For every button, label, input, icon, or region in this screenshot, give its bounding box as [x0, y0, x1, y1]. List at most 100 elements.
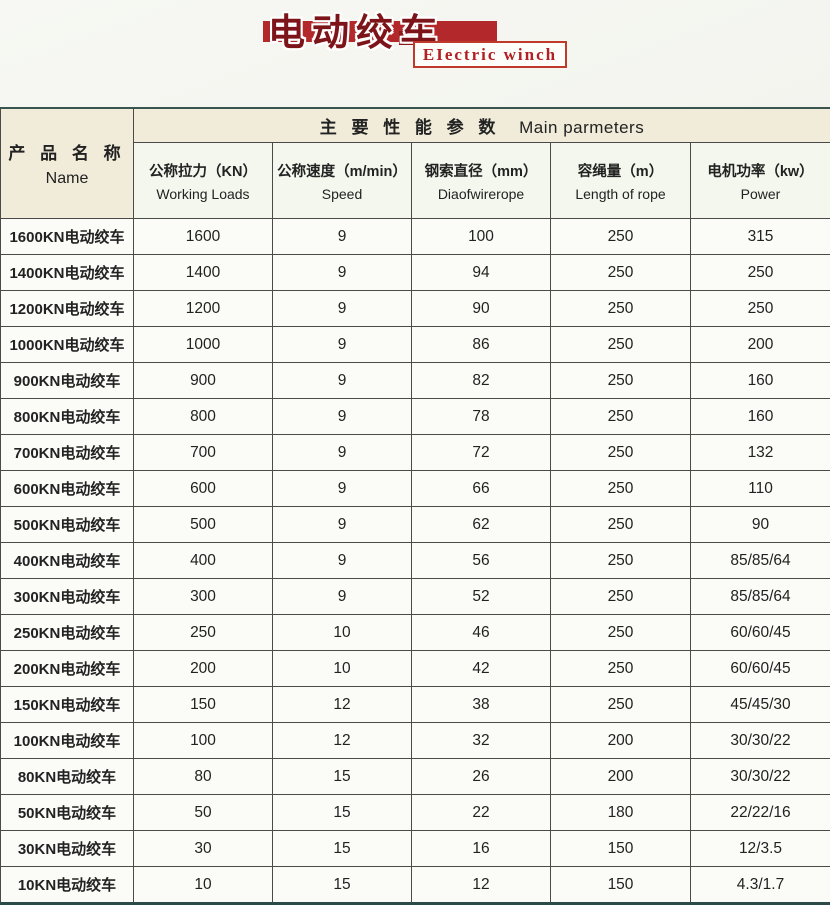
value-cell: 42 [412, 651, 551, 687]
column-header-rope-length-en: Length of rope [551, 186, 690, 202]
value-cell: 16 [412, 831, 551, 867]
column-header-name: 产 品 名 称 Name [1, 108, 134, 219]
value-cell: 10 [273, 651, 412, 687]
value-cell: 200 [134, 651, 273, 687]
value-cell: 12 [412, 867, 551, 904]
value-cell: 26 [412, 759, 551, 795]
value-cell: 250 [551, 471, 691, 507]
product-name-cell: 1000KN电动绞车 [1, 327, 134, 363]
value-cell: 66 [412, 471, 551, 507]
value-cell: 15 [273, 831, 412, 867]
value-cell: 50 [134, 795, 273, 831]
product-name-cell: 1400KN电动绞车 [1, 255, 134, 291]
column-header-speed: 公称速度（m/min） Speed [273, 143, 412, 219]
value-cell: 85/85/64 [691, 579, 830, 615]
value-cell: 86 [412, 327, 551, 363]
value-cell: 250 [551, 651, 691, 687]
value-cell: 315 [691, 219, 830, 255]
value-cell: 1200 [134, 291, 273, 327]
value-cell: 250 [691, 291, 830, 327]
value-cell: 9 [273, 471, 412, 507]
value-cell: 180 [551, 795, 691, 831]
value-cell: 30/30/22 [691, 759, 830, 795]
value-cell: 94 [412, 255, 551, 291]
value-cell: 30 [134, 831, 273, 867]
value-cell: 200 [551, 759, 691, 795]
value-cell: 600 [134, 471, 273, 507]
column-header-rope-length: 容绳量（m） Length of rope [551, 143, 691, 219]
column-header-power: 电机功率（kw） Power [691, 143, 830, 219]
value-cell: 110 [691, 471, 830, 507]
value-cell: 250 [551, 507, 691, 543]
header-row-main: 产 品 名 称 Name 主 要 性 能 参 数 Main parmeters [1, 108, 830, 143]
value-cell: 300 [134, 579, 273, 615]
value-cell: 38 [412, 687, 551, 723]
value-cell: 60/60/45 [691, 615, 830, 651]
value-cell: 9 [273, 291, 412, 327]
value-cell: 9 [273, 255, 412, 291]
value-cell: 12/3.5 [691, 831, 830, 867]
page-banner: 电动绞车 EIectric winch [0, 0, 830, 100]
value-cell: 9 [273, 219, 412, 255]
column-header-rope-length-cn: 容绳量（m） [551, 160, 690, 181]
value-cell: 100 [134, 723, 273, 759]
value-cell: 9 [273, 327, 412, 363]
value-cell: 800 [134, 399, 273, 435]
product-name-cell: 600KN电动绞车 [1, 471, 134, 507]
column-header-power-en: Power [691, 186, 830, 202]
value-cell: 22/22/16 [691, 795, 830, 831]
value-cell: 56 [412, 543, 551, 579]
product-name-cell: 250KN电动绞车 [1, 615, 134, 651]
value-cell: 15 [273, 867, 412, 904]
value-cell: 100 [412, 219, 551, 255]
value-cell: 60/60/45 [691, 651, 830, 687]
value-cell: 400 [134, 543, 273, 579]
value-cell: 250 [551, 435, 691, 471]
value-cell: 700 [134, 435, 273, 471]
column-header-wirerope-dia-cn: 钢索直径（mm） [412, 160, 550, 181]
value-cell: 46 [412, 615, 551, 651]
value-cell: 1400 [134, 255, 273, 291]
product-name-cell: 150KN电动绞车 [1, 687, 134, 723]
product-name-cell: 700KN电动绞车 [1, 435, 134, 471]
value-cell: 250 [551, 615, 691, 651]
value-cell: 200 [551, 723, 691, 759]
value-cell: 9 [273, 543, 412, 579]
value-cell: 250 [551, 291, 691, 327]
value-cell: 250 [551, 219, 691, 255]
value-cell: 250 [551, 327, 691, 363]
value-cell: 80 [134, 759, 273, 795]
value-cell: 150 [551, 831, 691, 867]
column-header-name-cn: 产 品 名 称 [1, 139, 133, 164]
value-cell: 52 [412, 579, 551, 615]
product-name-cell: 200KN电动绞车 [1, 651, 134, 687]
product-name-cell: 400KN电动绞车 [1, 543, 134, 579]
product-name-cell: 50KN电动绞车 [1, 795, 134, 831]
column-header-wirerope-dia: 钢索直径（mm） Diaofwirerope [412, 143, 551, 219]
value-cell: 160 [691, 363, 830, 399]
value-cell: 12 [273, 723, 412, 759]
product-name-cell: 500KN电动绞车 [1, 507, 134, 543]
value-cell: 9 [273, 579, 412, 615]
product-name-cell: 300KN电动绞车 [1, 579, 134, 615]
column-header-working-loads-cn: 公称拉力（KN） [134, 160, 272, 181]
value-cell: 160 [691, 399, 830, 435]
value-cell: 250 [551, 255, 691, 291]
value-cell: 132 [691, 435, 830, 471]
value-cell: 250 [551, 687, 691, 723]
value-cell: 45/45/30 [691, 687, 830, 723]
value-cell: 1000 [134, 327, 273, 363]
